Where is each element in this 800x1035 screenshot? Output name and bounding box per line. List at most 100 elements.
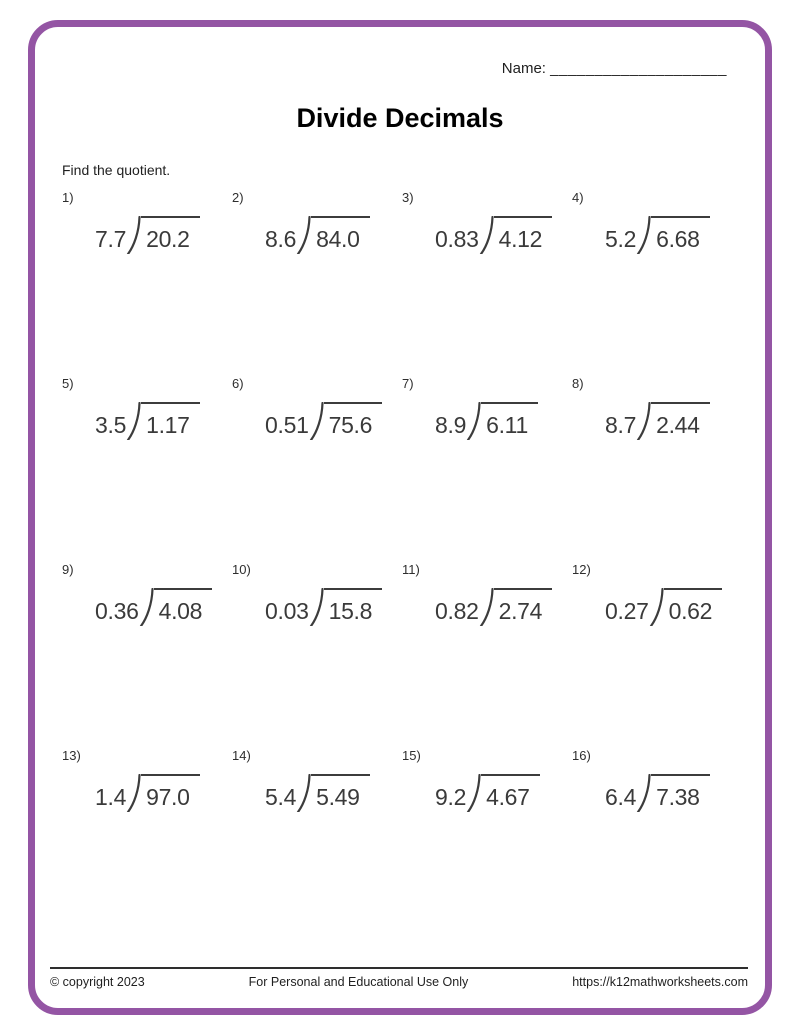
division-expression: 0.51 75.6 <box>265 402 402 440</box>
division-problem: 7) 8.9 6.11 <box>402 376 572 440</box>
dividend: 4.12 <box>493 216 553 254</box>
division-bracket-icon <box>126 216 141 254</box>
divisor: 6.4 <box>605 784 637 810</box>
division-problem: 11) 0.82 2.74 <box>402 562 572 626</box>
division-bracket-icon <box>636 216 651 254</box>
dividend: 7.38 <box>651 774 710 812</box>
dividend: 2.44 <box>651 402 710 440</box>
problem-number: 12) <box>572 562 591 577</box>
divisor: 5.2 <box>605 226 637 252</box>
division-bracket-icon <box>479 588 494 626</box>
divisor: 8.6 <box>265 226 297 252</box>
division-bracket-icon <box>479 216 494 254</box>
division-expression: 8.9 6.11 <box>435 402 572 440</box>
problem-number: 8) <box>572 376 584 391</box>
division-expression: 8.7 2.44 <box>605 402 742 440</box>
dividend: 97.0 <box>141 774 200 812</box>
division-problem: 1) 7.7 20.2 <box>62 190 232 254</box>
divisor: 3.5 <box>95 412 127 438</box>
dividend: 1.17 <box>141 402 200 440</box>
division-bracket-icon <box>636 774 651 812</box>
divisor: 9.2 <box>435 784 467 810</box>
problem-number: 4) <box>572 190 584 205</box>
division-bracket-icon <box>636 402 651 440</box>
problem-number: 7) <box>402 376 414 391</box>
footer-copyright: © copyright 2023 <box>50 975 145 989</box>
problem-number: 16) <box>572 748 591 763</box>
division-expression: 5.2 6.68 <box>605 216 742 254</box>
problem-number: 6) <box>232 376 244 391</box>
division-expression: 6.4 7.38 <box>605 774 742 812</box>
divisor: 0.51 <box>265 412 309 438</box>
division-problem: 6) 0.51 75.6 <box>232 376 402 440</box>
division-bracket-icon <box>126 774 141 812</box>
division-problem: 3) 0.83 4.12 <box>402 190 572 254</box>
division-bracket-icon <box>649 588 664 626</box>
divisor: 0.82 <box>435 598 479 624</box>
division-expression: 8.6 84.0 <box>265 216 402 254</box>
division-problem: 2) 8.6 84.0 <box>232 190 402 254</box>
dividend: 0.62 <box>663 588 723 626</box>
dividend: 75.6 <box>323 402 383 440</box>
problem-number: 15) <box>402 748 421 763</box>
name-blank-line: ____________________ <box>550 60 727 77</box>
dividend: 15.8 <box>323 588 383 626</box>
problem-number: 1) <box>62 190 74 205</box>
division-bracket-icon <box>309 402 324 440</box>
problem-number: 11) <box>402 562 420 577</box>
divisor: 1.4 <box>95 784 127 810</box>
divisor: 8.9 <box>435 412 467 438</box>
dividend: 6.11 <box>481 402 538 440</box>
dividend: 6.68 <box>651 216 710 254</box>
division-expression: 5.4 5.49 <box>265 774 402 812</box>
footer-usage-note: For Personal and Educational Use Only <box>248 975 469 989</box>
divisor: 7.7 <box>95 226 127 252</box>
problem-number: 5) <box>62 376 74 391</box>
footer-url-link[interactable]: https://k12mathworksheets.com <box>572 975 748 989</box>
problems-grid: 1) 7.7 20.2 2) 8.6 84.0 3) 0. <box>62 190 800 812</box>
divisor: 5.4 <box>265 784 297 810</box>
division-expression: 0.27 0.62 <box>605 588 742 626</box>
problem-number: 10) <box>232 562 251 577</box>
problem-number: 3) <box>402 190 414 205</box>
division-bracket-icon <box>309 588 324 626</box>
divisor: 8.7 <box>605 412 637 438</box>
division-problem: 5) 3.5 1.17 <box>62 376 232 440</box>
instruction-text: Find the quotient. <box>62 162 171 178</box>
problem-number: 9) <box>62 562 74 577</box>
page-title: Divide Decimals <box>296 103 504 133</box>
division-expression: 0.82 2.74 <box>435 588 572 626</box>
division-expression: 1.4 97.0 <box>95 774 232 812</box>
division-problem: 4) 5.2 6.68 <box>572 190 742 254</box>
divisor: 0.27 <box>605 598 649 624</box>
divisor: 0.36 <box>95 598 139 624</box>
name-row: Name: ____________________ <box>0 0 800 78</box>
division-expression: 9.2 4.67 <box>435 774 572 812</box>
dividend: 20.2 <box>141 216 200 254</box>
division-problem: 12) 0.27 0.62 <box>572 562 742 626</box>
dividend: 4.67 <box>481 774 540 812</box>
division-bracket-icon <box>466 402 481 440</box>
division-bracket-icon <box>139 588 154 626</box>
division-expression: 0.03 15.8 <box>265 588 402 626</box>
division-problem: 16) 6.4 7.38 <box>572 748 742 812</box>
division-problem: 14) 5.4 5.49 <box>232 748 402 812</box>
division-bracket-icon <box>466 774 481 812</box>
division-problem: 13) 1.4 97.0 <box>62 748 232 812</box>
division-expression: 0.83 4.12 <box>435 216 572 254</box>
division-problem: 10) 0.03 15.8 <box>232 562 402 626</box>
dividend: 2.74 <box>493 588 553 626</box>
division-bracket-icon <box>296 774 311 812</box>
division-bracket-icon <box>296 216 311 254</box>
division-expression: 7.7 20.2 <box>95 216 232 254</box>
division-problem: 9) 0.36 4.08 <box>62 562 232 626</box>
division-expression: 0.36 4.08 <box>95 588 232 626</box>
division-expression: 3.5 1.17 <box>95 402 232 440</box>
name-label: Name: <box>501 60 546 77</box>
dividend: 84.0 <box>311 216 370 254</box>
problem-number: 14) <box>232 748 251 763</box>
division-bracket-icon <box>126 402 141 440</box>
dividend: 4.08 <box>153 588 213 626</box>
divisor: 0.03 <box>265 598 309 624</box>
